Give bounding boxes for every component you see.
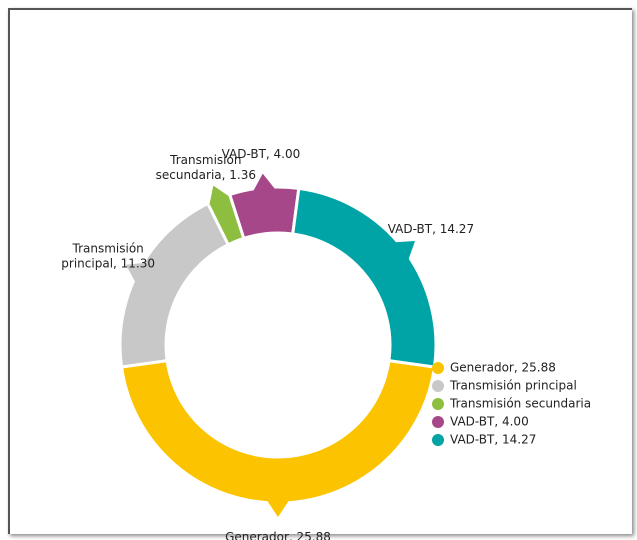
label-pointer (125, 262, 146, 283)
label-pointer (253, 173, 276, 191)
data-label-line: secundaria, 1.36 (156, 168, 256, 182)
donut-segment (118, 201, 231, 369)
legend-label: VAD-BT, 4.00 (450, 415, 529, 429)
legend-swatch (432, 362, 444, 374)
frame (8, 8, 632, 534)
donut-segment (227, 185, 301, 241)
label-pointer (267, 500, 289, 517)
label-pointer (209, 185, 230, 205)
donut-segment (119, 358, 437, 505)
data-label: Transmisión secundaria, 1.36 (156, 153, 256, 182)
data-label: VAD-BT, 14.27 (388, 221, 474, 235)
data-label-line: Transmisión (169, 153, 241, 167)
data-label-line: VAD-BT, 14.27 (388, 221, 474, 235)
legend-swatch (432, 380, 444, 392)
data-label-line: principal, 11.30 (61, 256, 155, 270)
data-label-line: Generador, 25.88 (225, 530, 331, 540)
legend-label: VAD-BT, 14.27 (450, 433, 536, 447)
data-label-line: Transmisión (72, 241, 144, 255)
data-label-line: VAD-BT, 4.00 (222, 146, 301, 160)
data-label: VAD-BT, 4.00 (222, 146, 301, 160)
legend-label: Generador, 25.88 (450, 361, 556, 375)
data-label: Transmisión principal, 11.30 (61, 241, 155, 270)
legend-label: Transmisión secundaria (449, 397, 591, 411)
data-label: Generador, 25.88 (225, 530, 331, 540)
label-pointer (395, 240, 415, 260)
legend-swatch (432, 434, 444, 446)
donut-segment (291, 186, 438, 369)
legend-label: Transmisión principal (449, 379, 577, 393)
legend-swatch (432, 416, 444, 428)
legend-swatch (432, 398, 444, 410)
